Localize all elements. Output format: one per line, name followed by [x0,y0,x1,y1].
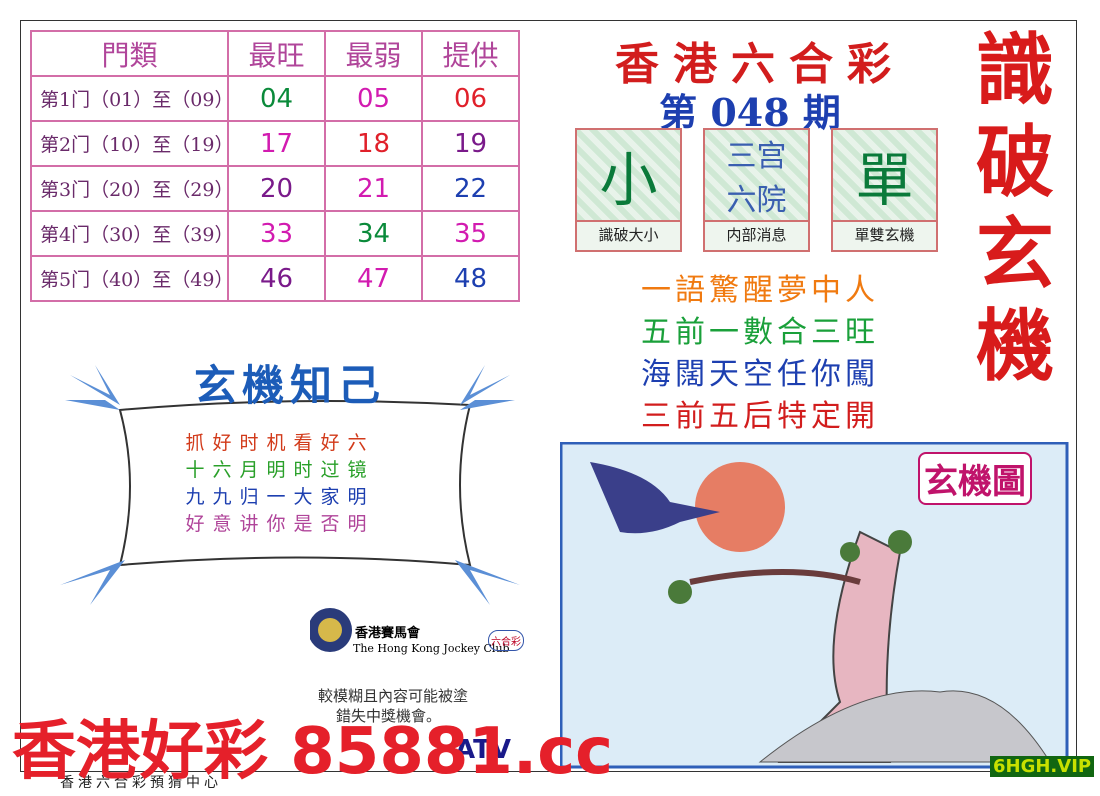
row: 第1门（01）至（09） 04 05 06 [30,75,520,122]
watermark: 香港好彩 85881.cc [12,715,614,789]
row: 第3门（20）至（29） 20 21 22 [30,165,520,212]
number-cell: 19 [421,120,520,167]
box: 單單雙玄機 [831,128,938,252]
range-cell: 第1门（01）至（09） [30,75,233,122]
number-cell: 35 [421,210,520,257]
phrase: 海闊天空任你闖 [641,357,879,392]
logo-english: The Hong Kong Jockey Club [353,642,510,655]
issue: 第 048 期 [659,90,841,135]
title: 香港六合彩 [615,39,905,90]
row: 第2门（10）至（19） 17 18 19 [30,120,520,167]
number-cell: 48 [421,255,520,302]
box: 三宫六院 内部消息 [703,128,810,252]
notice-2: 錯失中獎機會。 [336,707,442,725]
notice-1: 較模糊且內容可能被塗 [318,687,469,705]
box-caption: 識破大小 [577,220,680,248]
scroll-drawing [60,365,520,605]
box-text: 小 [577,130,680,220]
corner-mark: 6HGH.VIP [990,756,1095,777]
poem-title: 玄機知己 [193,361,386,410]
frame [20,20,1077,772]
footer: 香港六合彩預猜中心 [60,775,222,791]
range-cell: 第3门（20）至（29） [30,165,233,212]
range-cell: 第5门（40）至（49） [30,255,233,302]
poem-line: 抓好时机看好六 [185,432,375,454]
logo-name: 香港賽馬會 [355,626,421,641]
number-cell: 22 [421,165,520,212]
number-cell: 18 [324,120,423,167]
box-caption: 單雙玄機 [833,220,936,248]
row: 第5门（40）至（49） 46 47 48 [30,255,520,302]
box: 小識破大小 [575,128,682,252]
picture-title: 玄機圖 [918,452,1032,505]
number-cell: 05 [324,75,423,122]
poem-line: 九九归一大家明 [185,486,375,508]
box-caption: 内部消息 [705,220,808,248]
badge: 六合彩 [488,630,524,651]
number-cell: 46 [227,255,326,302]
header-cell: 最弱 [324,30,423,77]
box-text: 三宫六院 [705,130,808,220]
poem-line: 好意讲你是否明 [185,513,375,535]
header-cell: 提供 [421,30,520,77]
number-cell: 20 [227,165,326,212]
range-cell: 第2门（10）至（19） [30,120,233,167]
tv-logo: ATV [455,735,511,765]
number-cell: 47 [324,255,423,302]
phrase: 一語驚醒夢中人 [641,273,879,308]
number-cell: 34 [324,210,423,257]
number-cell: 04 [227,75,326,122]
row: 第4门（30）至（39） 33 34 35 [30,210,520,257]
header-cell: 門類 [30,30,229,77]
side-title: 識破玄機 [975,25,1054,392]
number-table: 門類 最旺 最弱 提供 第1门（01）至（09） 04 05 06 第2门（10）至（19） 17… [30,30,520,302]
number-cell: 17 [227,120,326,167]
phrase: 三前五后特定開 [641,399,879,434]
box-text: 單 [833,130,936,220]
number-cell: 33 [227,210,326,257]
logo-emblem [310,608,352,652]
header-cell: 最旺 [227,30,326,77]
range-cell: 第4门（30）至（39） [30,210,233,257]
phrase: 五前一數合三旺 [641,315,879,350]
number-cell: 06 [421,75,520,122]
number-cell: 21 [324,165,423,212]
poem-line: 十六月明时过镜 [185,459,375,481]
header-row: 門類 最旺 最弱 提供 [30,30,520,77]
